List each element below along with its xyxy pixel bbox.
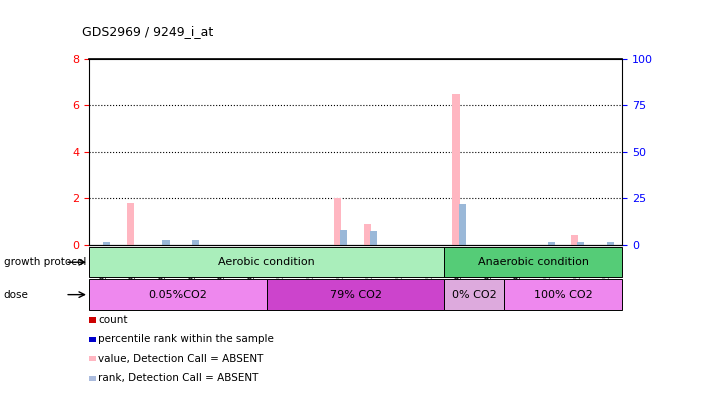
Bar [334,198,341,245]
Text: dose: dose [4,290,28,300]
Text: 0% CO2: 0% CO2 [451,290,496,300]
Bar [577,241,584,245]
Bar [503,279,622,310]
Text: growth protocol: growth protocol [4,257,86,267]
Bar [267,279,444,310]
Bar [127,203,134,245]
Text: 79% CO2: 79% CO2 [329,290,382,300]
Text: value, Detection Call = ABSENT: value, Detection Call = ABSENT [98,354,264,364]
Bar [444,247,622,277]
Bar [444,279,503,310]
Bar [363,224,371,245]
Text: GDS2969 / 9249_i_at: GDS2969 / 9249_i_at [82,26,213,38]
Bar [571,234,578,245]
Bar [547,241,555,245]
Text: Aerobic condition: Aerobic condition [218,257,315,267]
Bar [89,279,267,310]
Text: 0.05%CO2: 0.05%CO2 [149,290,207,300]
Text: 100% CO2: 100% CO2 [533,290,592,300]
Text: count: count [98,315,127,325]
Bar [606,241,614,245]
Bar [459,204,466,245]
Bar [162,241,170,245]
Bar [89,247,444,277]
Bar [340,230,348,245]
Bar [370,231,377,245]
Text: rank, Detection Call = ABSENT: rank, Detection Call = ABSENT [98,373,259,383]
Text: percentile rank within the sample: percentile rank within the sample [98,335,274,344]
Bar [192,241,199,245]
Text: Anaerobic condition: Anaerobic condition [478,257,589,267]
Bar [452,94,460,245]
Bar [103,241,110,245]
